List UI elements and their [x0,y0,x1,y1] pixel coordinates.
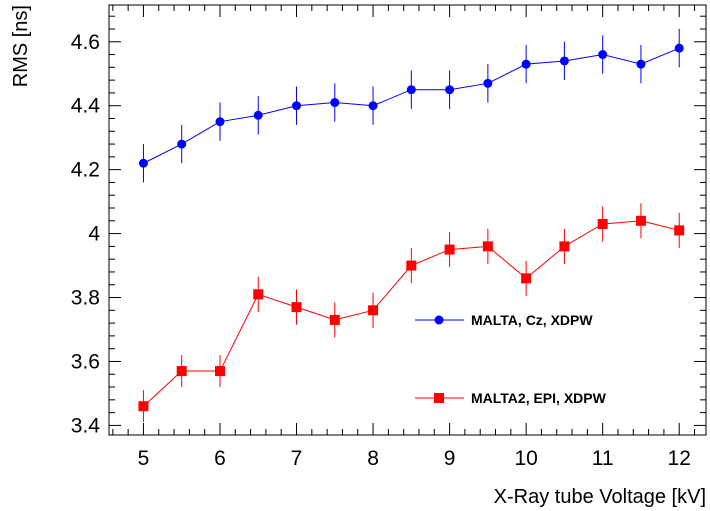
x-tick-label: 6 [214,447,226,470]
axis-ticks [109,5,706,435]
x-tick-label: 12 [668,447,691,470]
data-point [559,241,570,252]
data-point [521,59,531,69]
legend: MALTA, Cz, XDPW MALTA2, EPI, XDPW [415,312,607,406]
legend-label: MALTA2, EPI, XDPW [471,390,607,406]
data-point [674,225,685,236]
x-tick-label: 5 [138,447,150,470]
y-axis-title: RMS [ns] [10,5,32,87]
data-point [636,59,646,69]
legend-marker [434,393,444,403]
x-axis-title: X-Ray tube Voltage [kV] [494,486,706,508]
data-point [597,218,608,229]
data-point [214,366,225,377]
data-point [483,78,493,88]
data-point [176,366,187,377]
data-point [482,241,493,252]
series-layer [138,28,685,423]
series-square [138,203,685,423]
data-point [368,305,379,316]
data-point [215,117,225,127]
data-point [291,302,302,313]
data-point [177,139,187,149]
legend-label: MALTA, Cz, XDPW [471,312,593,328]
y-tick-label: 4.4 [71,95,101,118]
data-point [138,158,148,168]
data-point [635,215,646,226]
y-tick-label: 4.6 [71,31,100,54]
data-point [368,101,378,111]
x-tick-label: 7 [291,447,303,470]
data-point [444,244,455,255]
x-tick-label: 8 [367,447,379,470]
x-tick-label: 9 [444,447,456,470]
data-point [598,50,608,60]
data-point [406,260,417,271]
y-tick-label: 3.4 [71,414,101,437]
y-tick-label: 4.2 [71,159,100,182]
plot-frame [108,4,707,436]
legend-marker [434,315,444,325]
x-tick-label: 11 [592,447,614,470]
y-tick-label: 3.6 [71,350,100,373]
data-point [253,110,263,120]
data-point [138,401,149,412]
y-tick-label: 4 [88,223,100,246]
data-point [559,56,569,66]
series-circle [138,28,684,183]
data-point [445,85,455,95]
x-tick-label: 10 [514,447,537,470]
data-point [406,85,416,95]
data-point [292,101,302,111]
data-point [253,289,264,300]
tick-labels: 5 6 7 8 9 10 11 12 3.4 3.6 3.8 4 4.2 4.4 4.6 [71,31,691,470]
data-point [330,98,340,108]
data-point [674,43,684,53]
data-point [329,314,340,325]
data-point [521,273,532,284]
y-tick-label: 3.8 [71,287,100,310]
